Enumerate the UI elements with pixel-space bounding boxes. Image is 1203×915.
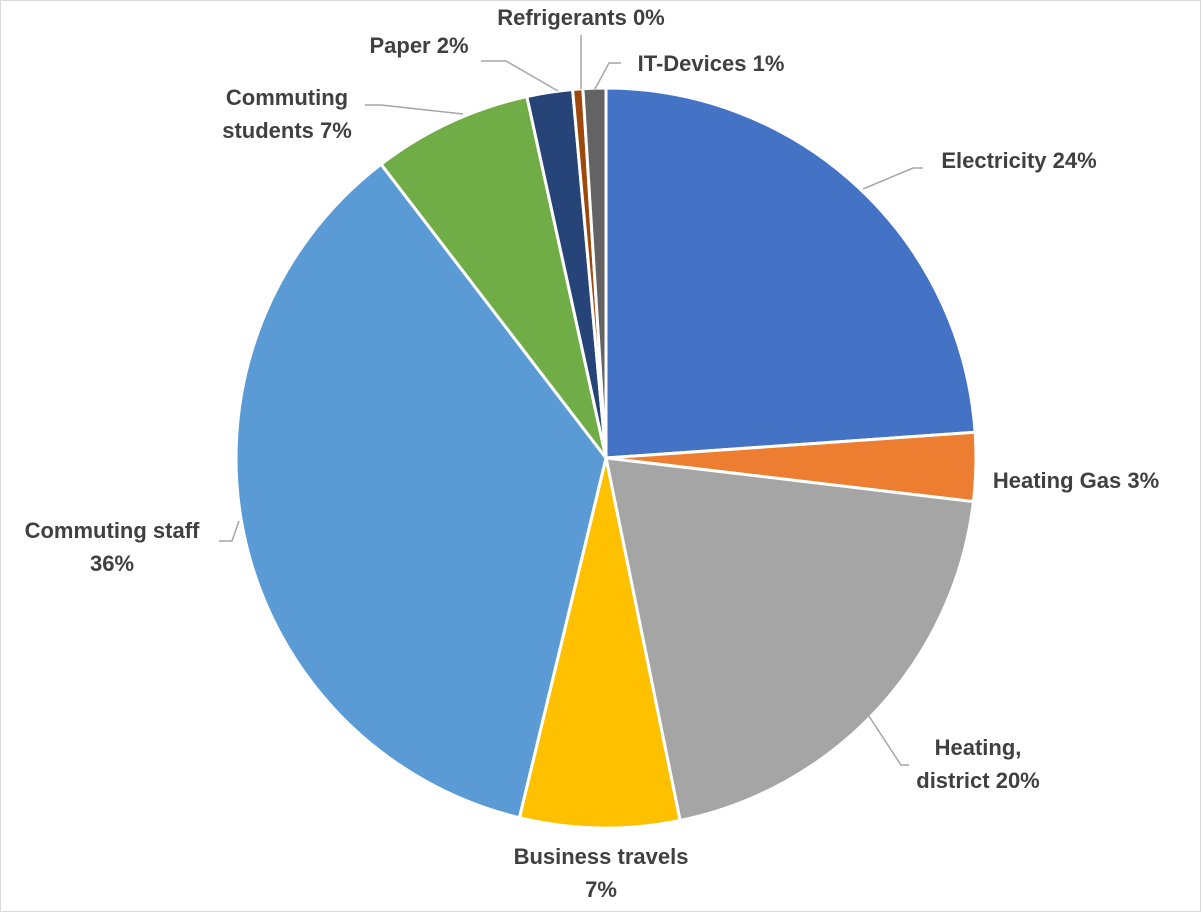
pie-slice-electricity — [604, 86, 977, 460]
data-label-line: 36% — [90, 551, 134, 576]
data-label-refrigerants: Refrigerants 0% — [497, 5, 665, 30]
leader-line-heating-district — [862, 706, 909, 766]
data-label-line: Business travels — [514, 844, 689, 869]
leader-line-paper — [481, 60, 559, 92]
pie-slice-it-devices — [581, 86, 608, 459]
data-label-heating-gas: Heating Gas 3% — [993, 468, 1159, 493]
data-labels: Electricity 24% Heating Gas 3% Heating, dis… — [25, 5, 1160, 902]
data-label-line: Heating, — [935, 735, 1022, 760]
data-label-line: Paper 2% — [369, 33, 468, 58]
data-label-line: Heating Gas 3% — [993, 468, 1159, 493]
leader-lines — [219, 35, 923, 766]
data-label-paper: Paper 2% — [369, 33, 468, 58]
pie-slice-heating-district — [604, 456, 976, 823]
pie-slice-commuting-staff — [234, 162, 608, 820]
data-label-commuting-staff: Commuting staff 36% — [25, 518, 200, 576]
data-label-it-devices: IT-Devices 1% — [638, 51, 785, 76]
data-label-line: students 7% — [222, 118, 352, 143]
data-label-line: 7% — [585, 877, 617, 902]
data-label-heating-district: Heating, district 20% — [916, 735, 1040, 793]
pie-slice-business-travels — [517, 457, 682, 830]
leader-line-it-devices — [594, 62, 621, 90]
pie-slices — [234, 86, 978, 830]
data-label-line: Electricity 24% — [941, 148, 1096, 173]
pie-slice-commuting-students — [378, 94, 608, 459]
data-label-commuting-students: Commuting students 7% — [222, 85, 352, 143]
leader-line-commuting-staff — [219, 520, 240, 542]
data-label-electricity: Electricity 24% — [941, 148, 1096, 173]
leader-line-commuting-students — [365, 104, 464, 115]
leader-line-electricity — [862, 167, 923, 190]
data-label-business-travels: Business travels 7% — [514, 844, 689, 902]
data-label-line: Refrigerants 0% — [497, 5, 665, 30]
data-label-line: IT-Devices 1% — [638, 51, 785, 76]
data-label-line: district 20% — [916, 768, 1040, 793]
data-label-line: Commuting — [226, 85, 348, 110]
data-label-line: Commuting staff — [25, 518, 200, 543]
